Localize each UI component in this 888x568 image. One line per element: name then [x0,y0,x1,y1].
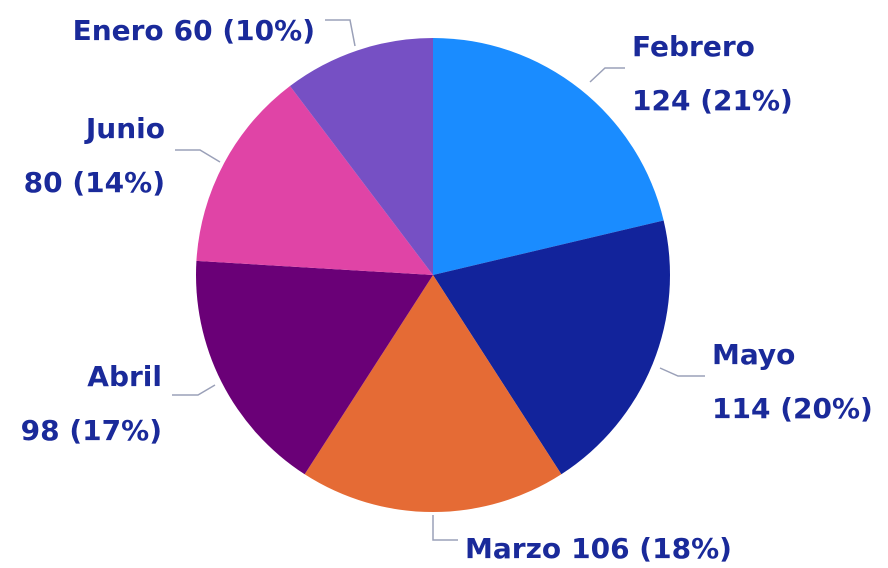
value-label: 124 (21%) [632,84,793,117]
pie-slice [196,86,433,276]
value-label: 106 (18%) [571,532,732,565]
pie-slice [304,275,562,512]
leader-line [589,67,625,83]
leader-line [432,515,458,541]
leader-line [175,149,221,163]
category-label: Febrero [632,30,755,63]
pie-slice [433,220,670,475]
value-label: 80 (14%) [24,166,165,199]
pie-slice [433,38,664,275]
leader-line [659,367,705,377]
leader-line [325,19,356,47]
leader-line [172,384,216,396]
pie-slice [195,260,433,475]
value-label: 98 (17%) [21,414,162,447]
category-label: Enero [73,14,164,47]
category-label: Mayo [712,338,795,371]
category-label: Marzo [465,532,561,565]
value-label: 60 (10%) [174,14,315,47]
pie-slice [289,38,433,275]
category-label: Junio [84,112,165,145]
value-label: 114 (20%) [712,392,873,425]
slice-label: Marzo 106 (18%) [465,532,732,565]
category-label: Abril [87,360,162,393]
slice-label: Enero 60 (10%) [73,14,315,47]
